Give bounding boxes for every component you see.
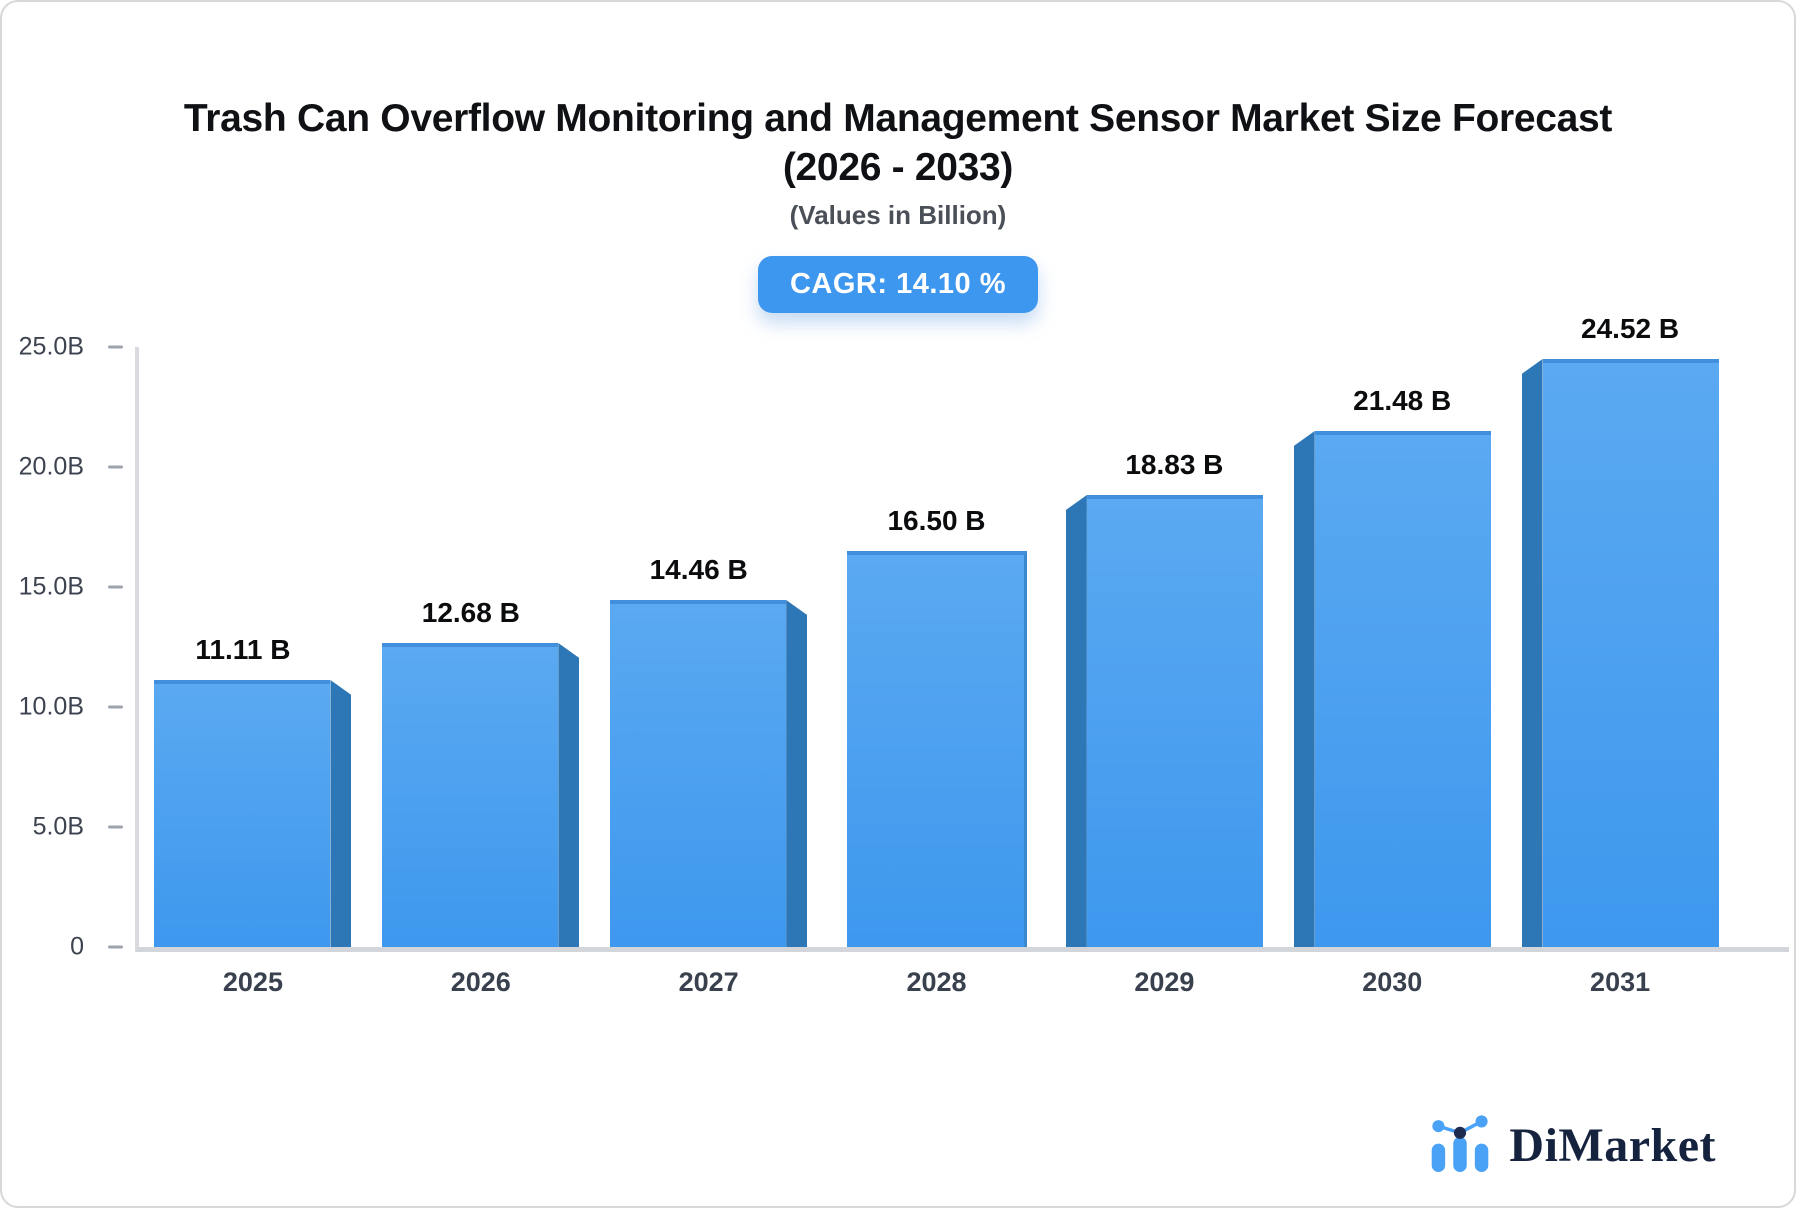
y-tick-dash <box>108 465 123 469</box>
bar-group-2031: 24.52 B <box>1506 313 1734 947</box>
bar-value-label-2027: 14.46 B <box>649 554 748 585</box>
bar-3d-side-2031 <box>1521 359 1543 947</box>
cagr-badge-wrap: CAGR: 14.10 % <box>2 256 1794 313</box>
x-tick-label-2027: 2027 <box>678 967 739 997</box>
bar-face-2027 <box>610 600 787 947</box>
bar-group-2028: 16.50 B <box>823 347 1051 947</box>
bar-value-label-2031: 24.52 B <box>1581 313 1680 344</box>
bar-value-label-2025: 11.11 B <box>195 634 291 665</box>
bar-3d-side-2026 <box>558 643 580 947</box>
x-tick-label-2029: 2029 <box>1134 967 1195 997</box>
y-tick-label-0: 0 <box>70 932 84 961</box>
brand-chart-icon <box>1432 1115 1489 1172</box>
y-tick-dash <box>108 345 123 349</box>
bar-2031 <box>1521 359 1719 947</box>
x-tick-label-2025: 2025 <box>222 967 283 997</box>
x-tick-label-2026: 2026 <box>450 967 511 997</box>
y-tick-15.0B: 15.0B <box>2 572 123 602</box>
bar-3d-side-2027 <box>786 600 808 947</box>
bars: 11.11 B 12.68 B 14.46 B 16.50 B 18.83 B 21.48… <box>139 313 1734 947</box>
x-tick-label-2028: 2028 <box>906 967 967 997</box>
bar-face-2029 <box>1086 495 1263 947</box>
y-tick-5.0B: 5.0B <box>2 812 123 842</box>
bar-group-2027: 14.46 B <box>595 347 823 947</box>
y-tick-dash <box>108 705 123 709</box>
bar-group-2025: 11.11 B <box>139 347 367 947</box>
bar-2027 <box>610 600 808 947</box>
y-tick-dash <box>108 945 123 949</box>
y-tick-label-25.0B: 25.0B <box>18 332 84 361</box>
bar-3d-side-2029 <box>1065 495 1087 947</box>
y-tick-10.0B: 10.0B <box>2 692 123 722</box>
brand-name: DiMarket <box>1509 1118 1716 1172</box>
bar-group-2029: 18.83 B <box>1050 347 1278 947</box>
bar-value-label-2026: 12.68 B <box>421 597 520 628</box>
y-tick-label-20.0B: 20.0B <box>18 452 84 481</box>
cagr-badge: CAGR: 14.10 % <box>757 256 1038 313</box>
chart-title-line1: Trash Can Overflow Monitoring and Manage… <box>183 97 1613 140</box>
plot-area: 11.11 B 12.68 B 14.46 B 16.50 B 18.83 B 21.48… <box>19 313 1789 997</box>
bar-group-2026: 12.68 B <box>367 347 595 947</box>
y-tick-label-5.0B: 5.0B <box>32 812 84 841</box>
bar-face-2030 <box>1314 431 1491 947</box>
y-tick-dash <box>108 585 123 589</box>
bar-value-label-2030: 21.48 B <box>1353 385 1452 416</box>
chart-title: Trash Can Overflow Monitoring and Manage… <box>42 94 1754 192</box>
x-axis-labels: 2025 2026 2027 2028 2029 2030 2031 <box>139 967 1734 998</box>
logo-bars-and-dots <box>1432 1115 1489 1172</box>
chart-subtitle: (Values in Billion) <box>789 200 1007 230</box>
y-tick-dash <box>108 825 123 829</box>
bar-face-2026 <box>382 643 559 947</box>
y-tick-label-15.0B: 15.0B <box>18 572 84 601</box>
y-tick-0: 0 <box>2 932 123 962</box>
bar-value-label-2029: 18.83 B <box>1125 449 1224 480</box>
bar-3d-side-2025 <box>330 680 352 947</box>
bar-face-2031 <box>1542 359 1719 947</box>
x-tick-label-2030: 2030 <box>1362 967 1423 997</box>
bar-face-2025 <box>154 680 331 947</box>
bar-3d-side-2030 <box>1293 431 1315 947</box>
y-tick-20.0B: 20.0B <box>2 452 123 482</box>
brand-logo: DiMarket <box>1427 1114 1716 1176</box>
y-tick-25.0B: 25.0B <box>2 332 123 362</box>
bar-2029 <box>1065 495 1263 947</box>
bar-2026 <box>382 643 580 947</box>
x-tick-label-2031: 2031 <box>1590 967 1651 997</box>
bar-2030 <box>1293 431 1491 947</box>
bar-2025 <box>154 680 352 947</box>
chart-title-line2: (2026 - 2033) <box>782 146 1014 189</box>
bar-value-label-2028: 16.50 B <box>887 505 986 536</box>
bar-2028 <box>846 551 1027 947</box>
bar-group-2030: 21.48 B <box>1278 347 1506 947</box>
logo-middle-dot <box>1454 1126 1467 1139</box>
y-tick-label-10.0B: 10.0B <box>18 692 84 721</box>
bar-face-2028 <box>846 551 1027 947</box>
